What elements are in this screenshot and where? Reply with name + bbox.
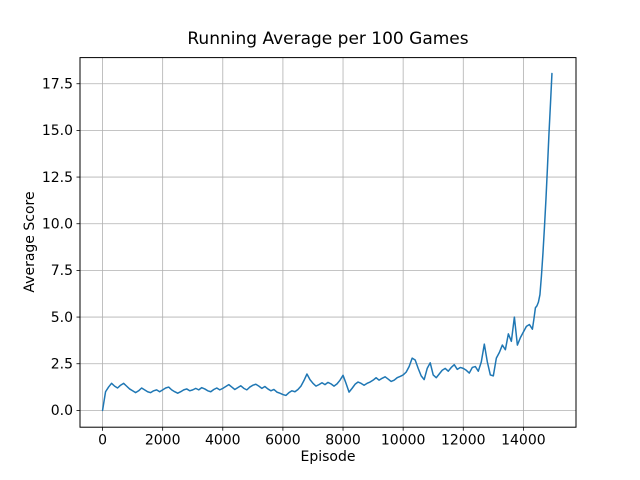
tick-marks [76, 83, 524, 431]
y-tick-label: 15.0 [42, 123, 73, 139]
grid-lines [80, 57, 576, 428]
y-tick-label: 5.0 [51, 310, 73, 326]
y-axis-label: Average Score [22, 191, 38, 293]
x-tick-label: 8000 [325, 433, 361, 449]
x-tick-label: 14000 [501, 433, 546, 449]
y-tick-label: 12.5 [42, 170, 73, 186]
axes-frame [79, 57, 577, 428]
y-tick-labels: 0.0 2.5 5.0 7.5 10.0 12.5 15.0 17.5 [42, 77, 73, 420]
y-tick-label: 7.5 [51, 263, 73, 279]
chart-title: Running Average per 100 Games [187, 29, 469, 49]
x-tick-label: 0 [98, 433, 107, 449]
x-tick-labels: 0 2000 4000 6000 8000 10000 12000 14000 [98, 433, 546, 449]
x-tick-label: 10000 [381, 433, 426, 449]
y-tick-label: 2.5 [51, 357, 73, 373]
y-tick-label: 0.0 [51, 403, 73, 419]
x-tick-label: 12000 [441, 433, 486, 449]
x-tick-label: 4000 [205, 433, 241, 449]
x-tick-label: 6000 [265, 433, 301, 449]
plot-frame [79, 57, 577, 428]
y-tick-label: 17.5 [42, 77, 73, 93]
x-tick-label: 2000 [145, 433, 181, 449]
series-running-average [101, 72, 553, 412]
x-axis-label: Episode [300, 449, 356, 465]
y-tick-label: 10.0 [42, 217, 73, 233]
data-line [101, 72, 553, 412]
